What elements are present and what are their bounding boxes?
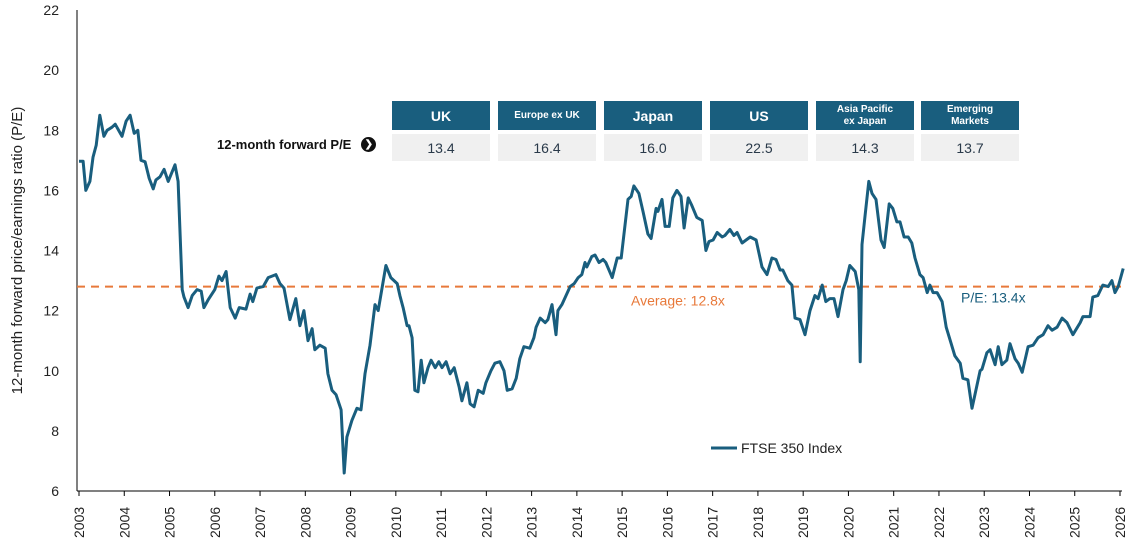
table-column-asia-pacific: Asia Pacific ex Japan 14.3	[816, 101, 914, 161]
y-tick-label: 14	[43, 243, 59, 259]
x-tick-label: 2014	[569, 507, 585, 538]
table-column-emerging-markets: Emerging Markets 13.7	[921, 101, 1019, 161]
y-axis-label: 12-month forward price/earnings ratio (P…	[9, 107, 26, 395]
latest-pe-label: P/E: 13.4x	[961, 290, 1026, 306]
y-tick-label: 20	[43, 62, 59, 78]
x-tick-label: 2023	[976, 507, 992, 538]
x-tick-label: 2022	[931, 507, 947, 538]
x-tick-label: 2005	[162, 507, 178, 538]
y-tick-label: 18	[43, 122, 59, 138]
y-tick-label: 6	[51, 483, 59, 499]
y-tick-label: 8	[51, 423, 59, 439]
x-tick-label: 2008	[297, 507, 313, 538]
table-column-us: US 22.5	[710, 101, 808, 161]
column-header: UK	[392, 101, 490, 130]
x-tick-label: 2019	[795, 507, 811, 538]
table-column-uk: UK 13.4	[392, 101, 490, 161]
x-tick-label: 2020	[840, 507, 856, 538]
column-value: 14.3	[816, 134, 914, 161]
row-label-text: 12-month forward P/E	[217, 137, 352, 152]
table-column-europe-ex-uk: Europe ex UK 16.4	[498, 101, 596, 161]
y-tick-label: 12	[43, 303, 59, 319]
x-tick-label: 2010	[388, 507, 404, 538]
x-tick-label: 2013	[524, 507, 540, 538]
column-header: Japan	[604, 101, 702, 130]
y-tick-label: 10	[43, 363, 59, 379]
y-tick-label: 16	[43, 182, 59, 198]
column-header: Europe ex UK	[498, 101, 596, 130]
chevron-right-icon: ❯	[361, 137, 377, 152]
y-tick-label: 22	[43, 2, 59, 18]
x-tick-label: 2026	[1112, 507, 1128, 538]
series-line-ftse-350	[79, 113, 1125, 475]
legend-label: FTSE 350 Index	[741, 440, 842, 456]
x-tick-label: 2025	[1067, 507, 1083, 538]
x-tick-label: 2011	[433, 508, 449, 538]
x-tick-label: 2017	[705, 507, 721, 538]
x-tick-label: 2012	[478, 507, 494, 538]
x-tick-label: 2015	[614, 507, 630, 538]
average-label: Average: 12.8x	[631, 293, 725, 309]
x-tick-label: 2007	[252, 507, 268, 538]
x-tick-label: 2006	[207, 507, 223, 538]
x-tick-label: 2021	[886, 507, 902, 538]
table-column-japan: Japan 16.0	[604, 101, 702, 161]
x-tick-label: 2003	[71, 507, 87, 538]
column-value: 16.4	[498, 134, 596, 161]
column-value: 16.0	[604, 134, 702, 161]
table-row-label: 12-month forward P/E ❯	[217, 137, 377, 152]
column-value: 13.4	[392, 134, 490, 161]
x-tick-label: 2016	[659, 507, 675, 538]
column-value: 13.7	[921, 134, 1019, 161]
x-tick-label: 2018	[750, 507, 766, 538]
x-tick-label: 2009	[343, 507, 359, 538]
x-tick-label: 2004	[116, 507, 132, 538]
x-tick-label: 2024	[1021, 507, 1037, 538]
column-value: 22.5	[710, 134, 808, 161]
column-header: Emerging Markets	[921, 101, 1019, 130]
column-header: Asia Pacific ex Japan	[816, 101, 914, 130]
column-header: US	[710, 101, 808, 130]
